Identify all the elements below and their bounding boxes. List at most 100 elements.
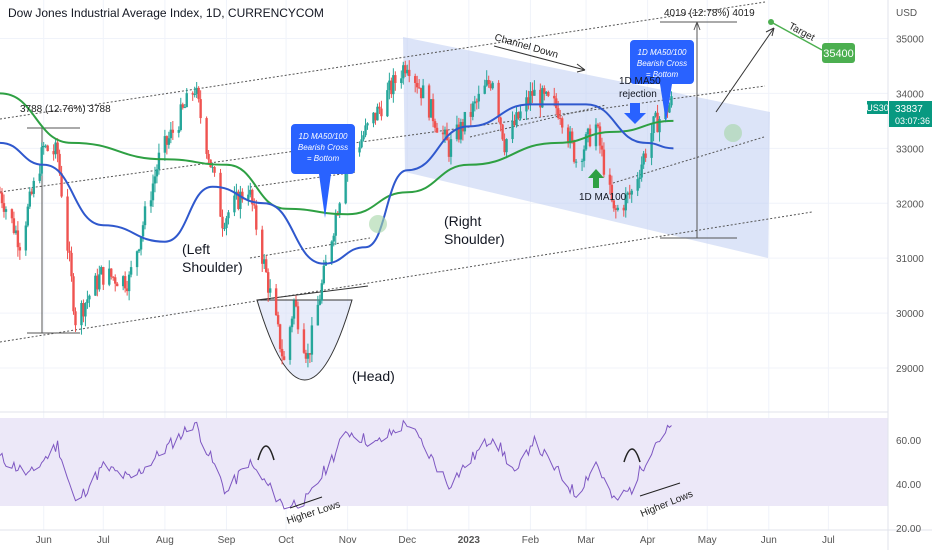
candle-body <box>54 142 57 155</box>
candle-body <box>598 126 602 146</box>
ma50-line <box>0 103 674 265</box>
candle-body <box>163 136 167 153</box>
candle-body <box>52 151 55 155</box>
candle-body <box>213 167 216 173</box>
price-tick-label: 31000 <box>896 254 924 265</box>
candle-body <box>58 153 61 174</box>
candle-body <box>167 138 171 145</box>
candle-body <box>580 160 584 162</box>
time-tick-label: Sep <box>218 535 236 546</box>
candle-body <box>652 116 655 134</box>
target-price-box <box>822 43 855 63</box>
candle-body <box>360 139 363 148</box>
candle-body <box>503 139 506 153</box>
candle-body <box>14 230 18 233</box>
candle-body <box>642 153 645 165</box>
price-tick-label: 35000 <box>896 34 924 45</box>
candle-body <box>559 118 562 120</box>
ma100-arrow <box>588 169 604 188</box>
candle-body <box>129 267 133 275</box>
candle-body <box>74 311 77 326</box>
candle-body <box>223 228 226 230</box>
candle-body <box>2 203 6 212</box>
candle-body <box>56 142 59 154</box>
candle-body <box>394 75 397 84</box>
candle-body <box>255 205 258 230</box>
rsi-tick-label: 40.00 <box>896 480 921 491</box>
candle-body <box>483 85 486 94</box>
candle-body <box>261 229 264 264</box>
candle-body <box>157 152 161 170</box>
candle-body <box>38 173 41 181</box>
candle-body <box>582 149 586 161</box>
current-price-label: 33837 <box>895 104 923 115</box>
time-axis-ticks: Jun Jul Aug Sep Oct Nov Dec 2023 Feb Mar Apr May Jun… <box>36 535 835 546</box>
candle-body <box>72 276 75 312</box>
candle-body <box>658 119 661 133</box>
candle-body <box>171 129 175 133</box>
currency-label: USD <box>896 8 917 19</box>
candle-body <box>501 124 504 140</box>
candle-body <box>515 112 518 126</box>
candle-body <box>527 97 530 104</box>
candle-body <box>205 118 208 154</box>
candle-body <box>278 324 282 349</box>
time-tick-label: Nov <box>339 535 357 546</box>
candle-body <box>610 184 614 201</box>
candle-body <box>489 84 492 89</box>
candle-body <box>644 153 647 158</box>
candle-body <box>386 90 389 117</box>
candle-body <box>241 191 244 200</box>
time-tick-label: May <box>698 535 717 546</box>
ma50-rejection-label-2: rejection <box>619 89 657 100</box>
callout-right-line-2: Bearish Cross <box>637 59 687 68</box>
candle-body <box>557 108 560 119</box>
price-axis-ticks: 29000 30000 31000 32000 33000 34000 35000 <box>896 34 924 375</box>
candle-body <box>600 145 604 150</box>
candle-body <box>274 288 278 316</box>
candle-body <box>433 121 437 128</box>
callout-left-line-1: 1D MA50/100 <box>299 132 348 141</box>
higher-lows-left-line <box>289 496 323 509</box>
candle-body <box>511 120 514 140</box>
candle-body <box>280 348 284 357</box>
candle-body <box>12 218 16 233</box>
candle-body <box>318 300 322 305</box>
candle-body <box>296 306 300 330</box>
candle-body <box>108 268 111 285</box>
right-shoulder-line <box>469 104 607 138</box>
price-tick-label: 32000 <box>896 199 924 210</box>
candle-body <box>475 101 478 103</box>
cross-circle-right <box>724 124 742 142</box>
candle-body <box>427 85 431 118</box>
candle-body <box>310 325 314 355</box>
candle-body <box>116 283 119 287</box>
candle-body <box>282 356 286 360</box>
ma100-line <box>0 92 674 216</box>
candle-body <box>594 124 598 147</box>
candle-body <box>100 267 103 275</box>
candle-body <box>392 75 395 95</box>
candle-body <box>336 214 339 216</box>
candle-body <box>268 288 272 293</box>
candle-body <box>143 206 147 226</box>
candle-body <box>415 82 419 88</box>
candle-body <box>155 169 159 177</box>
candle-body <box>457 124 461 140</box>
candle-body <box>66 196 69 251</box>
candle-body <box>169 129 173 139</box>
candle-body <box>541 88 544 108</box>
candle-body <box>86 299 89 304</box>
candle-body <box>266 272 270 293</box>
candle-body <box>463 111 467 132</box>
candle-body <box>469 111 473 117</box>
candle-body <box>338 203 341 215</box>
candle-body <box>413 76 417 83</box>
candle-body <box>638 177 641 180</box>
candle-body <box>485 80 488 86</box>
candle-body <box>566 127 570 144</box>
candle-body <box>374 112 377 121</box>
candle-body <box>251 189 254 205</box>
candle-body <box>529 91 532 104</box>
